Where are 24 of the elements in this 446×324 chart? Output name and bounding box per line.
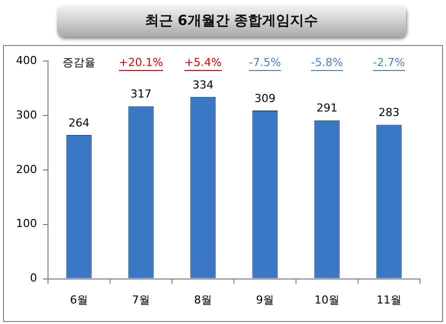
annotation: 증감율 xyxy=(62,56,96,69)
annotation: -2.7% xyxy=(373,56,405,69)
x-tick-label: 11월 xyxy=(376,293,402,306)
y-tick-label: 0 xyxy=(30,272,37,285)
data-label: 291 xyxy=(316,102,338,115)
chart-title: 최근 6개월간 종합게임지수 xyxy=(57,5,406,37)
data-label: 264 xyxy=(68,116,90,130)
data-label: 283 xyxy=(378,106,400,120)
x-tick-label: 10월 xyxy=(314,293,340,306)
data-label: 334 xyxy=(192,78,214,92)
x-tick-label: 6월 xyxy=(70,293,88,306)
x-tick-label: 7월 xyxy=(132,293,150,306)
y-tick-label: 400 xyxy=(16,54,37,67)
y-tick-label: 200 xyxy=(16,162,37,176)
x-tick-label: 9월 xyxy=(256,293,274,306)
y-tick-label: 100 xyxy=(16,217,37,230)
data-label: 317 xyxy=(130,88,152,101)
y-tick-label: 300 xyxy=(16,108,37,122)
x-tick-label: 8월 xyxy=(194,293,212,306)
annotation: +20.1% xyxy=(118,56,164,69)
annotation: -7.5% xyxy=(249,56,281,69)
annotation: +5.4% xyxy=(184,56,222,69)
data-label: 309 xyxy=(254,92,276,105)
annotation: -5.8% xyxy=(311,56,343,69)
